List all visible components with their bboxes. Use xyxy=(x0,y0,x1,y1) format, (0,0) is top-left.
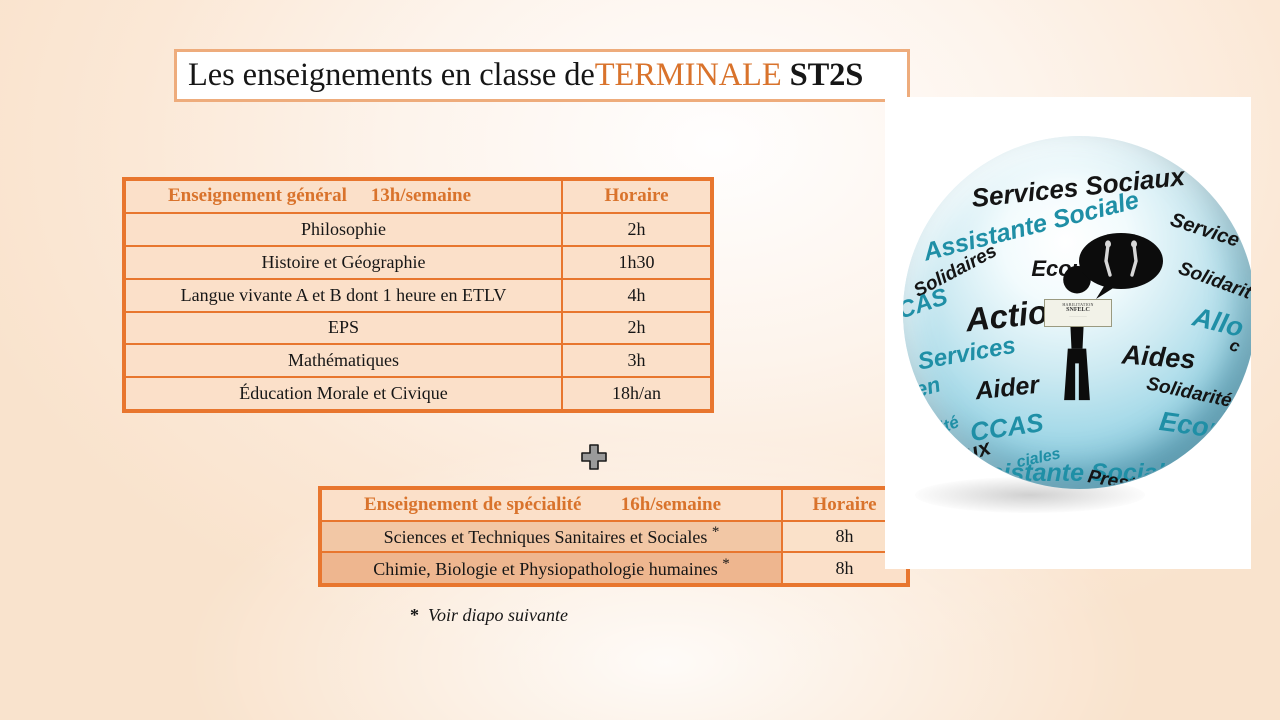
svg-text:CAS: CAS xyxy=(903,283,951,324)
svg-text:Aides: Aides xyxy=(1120,339,1196,374)
svg-text:Service: Service xyxy=(1168,209,1242,252)
svg-text:CAF: CAF xyxy=(1194,434,1248,472)
svg-text:sociaux: sociaux xyxy=(908,434,994,483)
svg-text:Sou: Sou xyxy=(1230,459,1251,485)
svg-text:-: - xyxy=(1223,403,1228,420)
svg-text:Assistante Sociale: Assistante Sociale xyxy=(957,459,1179,487)
svg-text:tien: tien xyxy=(903,371,943,406)
svg-text:Solidarit: Solidarit xyxy=(1176,258,1251,304)
svg-text:rité: rité xyxy=(930,412,962,440)
svg-text:Ecoute: Ecoute xyxy=(1158,406,1251,448)
svg-text:Solidarité: Solidarité xyxy=(1145,373,1234,412)
